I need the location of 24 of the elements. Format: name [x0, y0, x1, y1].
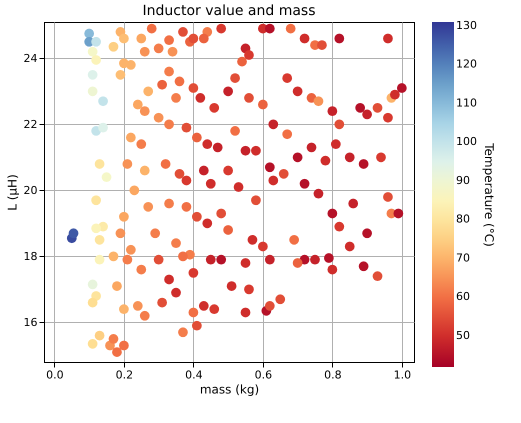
- y-axis-title: L (μH): [6, 174, 20, 211]
- x-tick-label: 1.0: [394, 368, 412, 382]
- color-bar-label: 130: [456, 18, 477, 32]
- color-bar-label: 50: [456, 328, 470, 342]
- y-tick-label: 24: [24, 52, 38, 65]
- color-bar-label: 110: [456, 96, 477, 110]
- x-axis-title: mass (kg): [200, 382, 260, 396]
- x-tick-label: 0.8: [324, 368, 342, 382]
- x-tick-label: 0.2: [116, 368, 134, 382]
- x-tick-label: 0.4: [185, 368, 203, 382]
- y-tick-label: 20: [24, 184, 38, 197]
- x-tick-label: 0.6: [254, 368, 272, 382]
- color-bar-label: 70: [456, 251, 470, 264]
- y-tick-label: 16: [24, 316, 38, 329]
- color-bar-label: 120: [456, 58, 477, 71]
- y-tick-label: 22: [24, 118, 38, 131]
- chart-title: Inductor value and mass: [142, 3, 316, 19]
- color-bar-label: 100: [456, 135, 477, 148]
- y-tick-label: 18: [24, 250, 38, 263]
- color-bar-title: Temperature (°C): [482, 142, 496, 247]
- color-bar-label: 90: [456, 174, 470, 187]
- color-bar-label: 80: [456, 212, 470, 226]
- color-bar-label: 60: [456, 290, 470, 304]
- x-tick-label: 0.0: [46, 368, 64, 382]
